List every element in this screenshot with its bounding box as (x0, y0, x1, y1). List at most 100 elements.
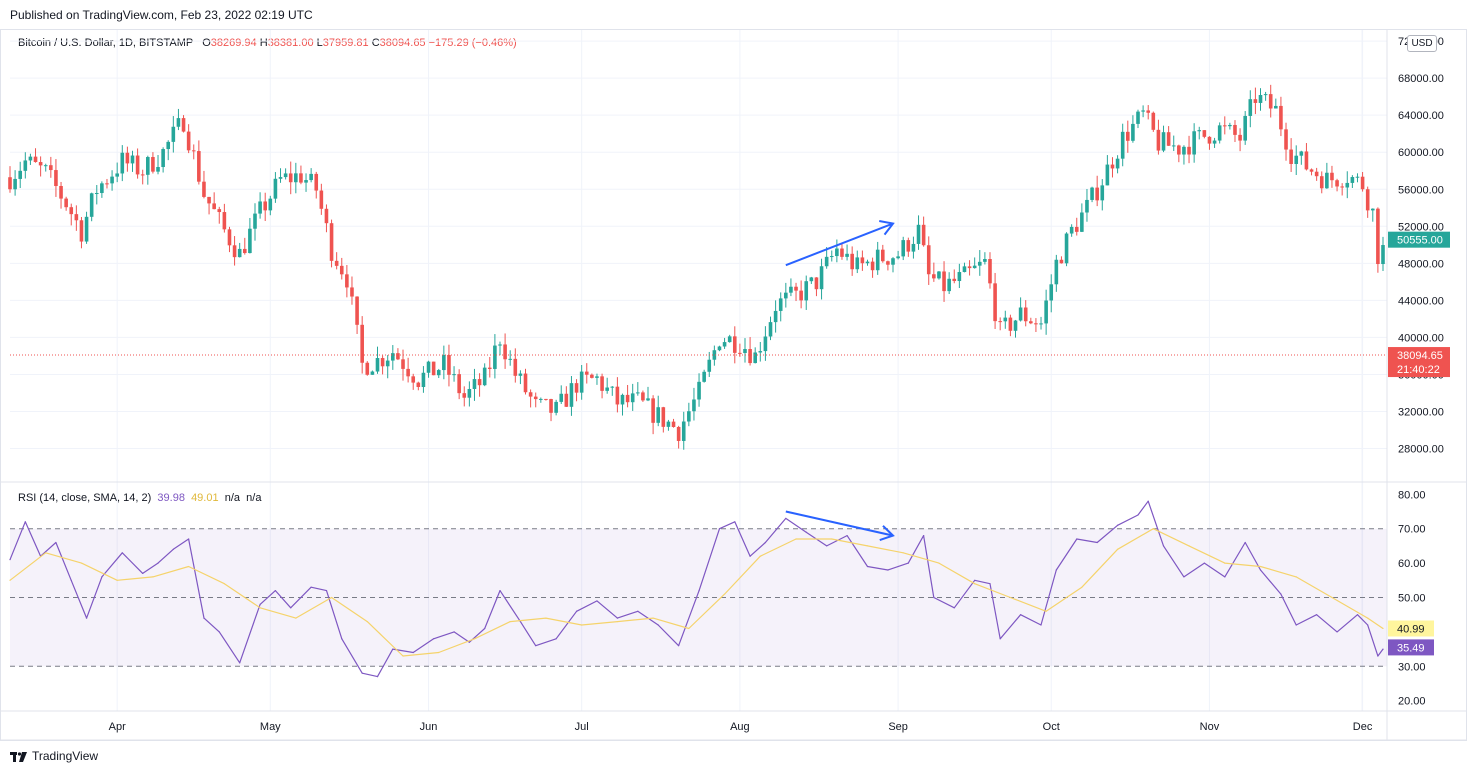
x-tick-label: Jun (420, 721, 438, 733)
rsi-ma-point (1224, 562, 1226, 564)
candle-body (896, 256, 900, 259)
candle-body (100, 183, 104, 194)
candle-body (1039, 323, 1043, 325)
candle-body (84, 216, 89, 242)
arrow-head (879, 220, 895, 236)
rsi-point (1055, 569, 1057, 571)
rsi-point (468, 641, 470, 643)
y-tick-label: 48000.00 (1398, 258, 1444, 270)
rsi-point (341, 638, 343, 640)
candle-body (778, 298, 783, 311)
rsi-point (1183, 576, 1185, 578)
candle-body (1105, 164, 1110, 186)
rsi-point (698, 590, 700, 592)
candle-body (1212, 140, 1217, 144)
candle-body (125, 152, 130, 164)
candle-body (697, 381, 701, 400)
rsi-point (1336, 631, 1338, 633)
rsi-point (1147, 500, 1149, 502)
candle-body (1151, 112, 1156, 130)
candle-body (523, 373, 528, 393)
rsi-point (1040, 624, 1042, 626)
candle-body (1274, 105, 1278, 109)
candle-body (1156, 129, 1161, 151)
candle-body (217, 209, 222, 213)
candle-body (222, 212, 227, 230)
rsi-y-tick-label: 80.00 (1398, 489, 1426, 501)
candle-body (722, 342, 727, 347)
rsi-point (70, 579, 72, 581)
candle-body (23, 160, 28, 171)
candle-body (1207, 136, 1212, 144)
rsi-point (933, 596, 935, 599)
candle-body (1182, 146, 1186, 155)
candle-body (804, 281, 809, 301)
footer-brand: TradingView (32, 749, 99, 763)
rsi-ma-point (545, 617, 547, 619)
rsi-point (1377, 655, 1379, 657)
candle-body (1018, 307, 1023, 321)
candle-body (569, 383, 574, 407)
rsi-ma-point (116, 579, 118, 581)
candle-body (865, 261, 870, 264)
candle-body (242, 248, 247, 254)
candle-body (579, 371, 584, 393)
candle-body (1325, 172, 1329, 189)
candle-body (197, 151, 201, 182)
candle-body (544, 398, 548, 400)
candle-body (69, 207, 74, 215)
candle-body (135, 155, 140, 175)
candle-body (860, 257, 865, 264)
last-price-tag (1388, 231, 1450, 248)
candle-body (447, 354, 451, 375)
candle-body (1294, 155, 1299, 164)
candle-body (539, 398, 543, 400)
rsi-point (1137, 514, 1139, 516)
rsi-ma-point (652, 617, 654, 619)
rsi-y-tick-label: 70.00 (1398, 524, 1426, 536)
candle-body (375, 358, 380, 372)
candle-body (1029, 321, 1033, 324)
rsi-point (1096, 541, 1098, 544)
currency-button[interactable]: USD (1407, 35, 1437, 52)
rsi-point (1316, 614, 1318, 616)
candle-body (227, 229, 232, 246)
candle-body (186, 131, 191, 151)
candle-body (1090, 187, 1094, 200)
candle-body (1304, 151, 1309, 170)
candle-body (105, 183, 109, 185)
candle-body (181, 118, 186, 132)
symbol-label: Bitcoin / U.S. Dollar, 1D, BITSTAMP (18, 37, 194, 49)
rsi-point (1116, 524, 1119, 526)
candle-body (983, 259, 987, 262)
rsi-point (1259, 569, 1262, 571)
candle-body (1110, 164, 1115, 169)
rsi-y-tick-label: 50.00 (1398, 593, 1426, 605)
candle-body (38, 162, 43, 166)
candle-body (1161, 132, 1166, 151)
candle-body (151, 157, 155, 172)
rsi-ma-point (1152, 528, 1154, 530)
y-tick-label: 28000.00 (1398, 444, 1444, 456)
candle-body (171, 126, 176, 142)
rsi-point (1295, 624, 1297, 626)
rsi-point (325, 590, 328, 592)
rsi-ma-point (831, 538, 833, 540)
x-tick-label: Apr (109, 721, 126, 733)
rsi-ma-point (866, 545, 869, 547)
candle-body (1100, 185, 1105, 201)
rsi-ma-point (188, 565, 190, 568)
rsi-point (846, 534, 848, 537)
candle-body (748, 349, 752, 364)
candle-body (926, 245, 931, 275)
last-price-tag-label: 50555.00 (1397, 235, 1443, 247)
rsi-point (274, 590, 277, 592)
candle-body (610, 386, 615, 388)
candle-body (49, 165, 53, 171)
candle-body (1059, 259, 1064, 264)
rsi-point (616, 617, 618, 619)
rsi-ma-point (759, 555, 761, 557)
candle-body (554, 401, 558, 413)
candle-body (835, 248, 839, 257)
